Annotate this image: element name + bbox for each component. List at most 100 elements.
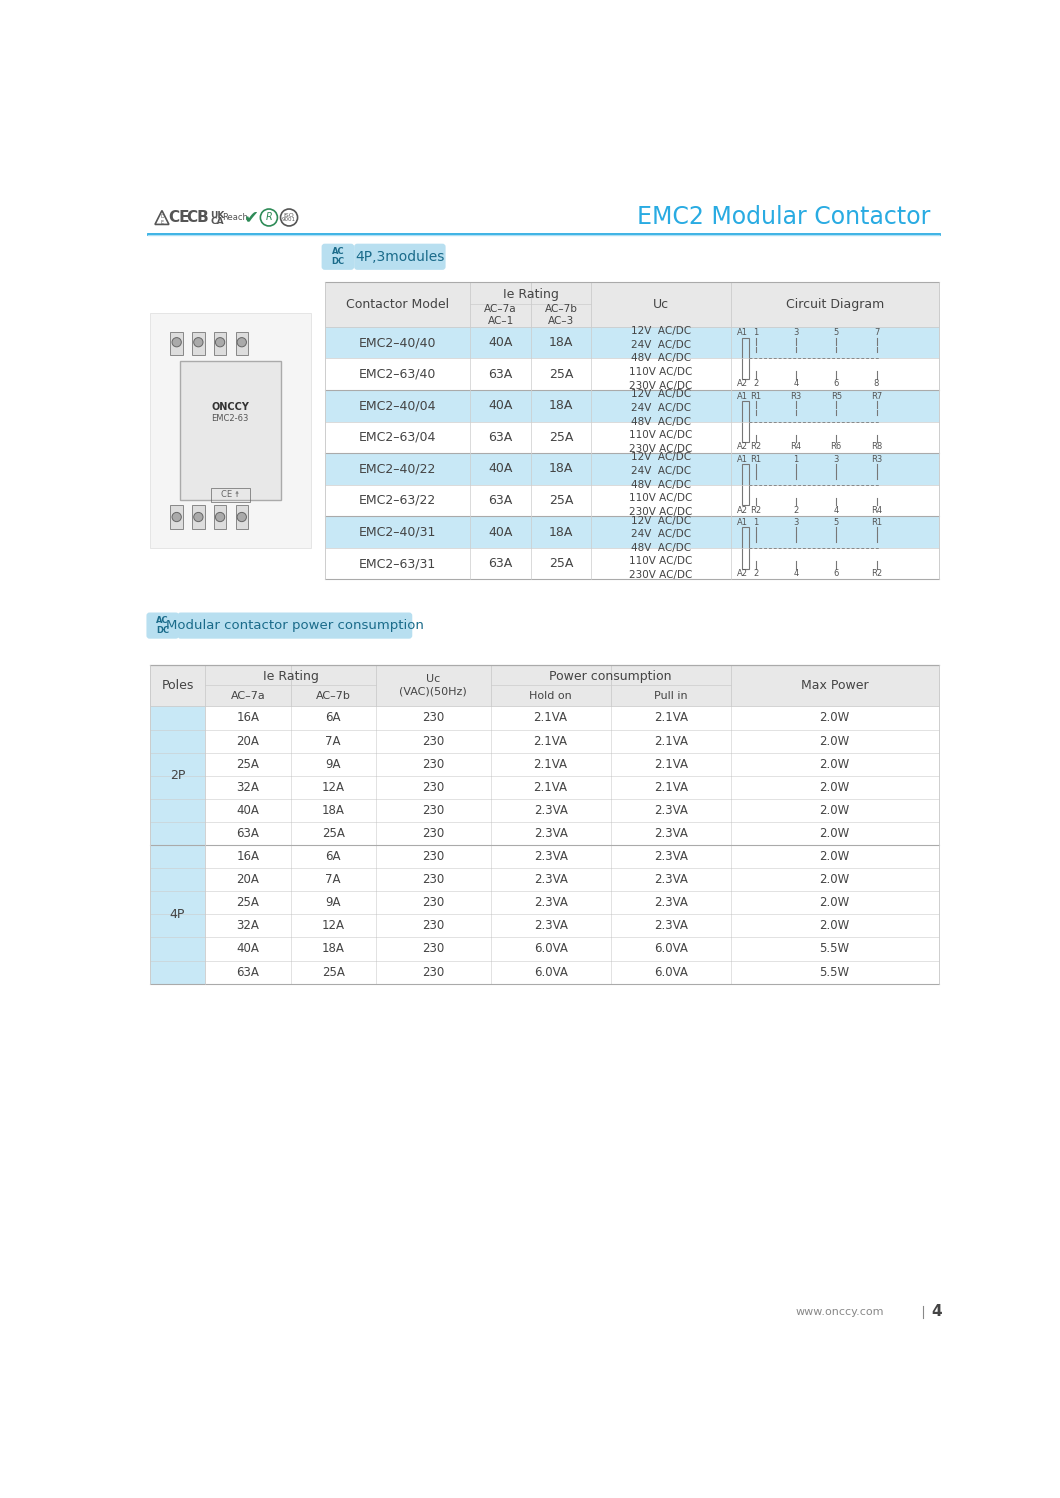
Text: 2: 2	[753, 569, 758, 578]
Text: 2.0W: 2.0W	[819, 712, 850, 725]
Text: 230: 230	[422, 758, 444, 770]
Text: 5.5W: 5.5W	[819, 942, 850, 956]
Text: 9001: 9001	[282, 217, 296, 222]
Text: 2.3VA: 2.3VA	[654, 896, 688, 909]
Text: 2.1VA: 2.1VA	[533, 758, 567, 770]
Text: 6: 6	[833, 379, 838, 388]
Text: Modular contactor power consumption: Modular contactor power consumption	[166, 619, 424, 632]
Text: 18A: 18A	[549, 463, 573, 475]
Text: 25A: 25A	[322, 966, 344, 978]
Bar	[149, 960, 938, 984]
Text: Uc: Uc	[653, 298, 669, 312]
Text: 6.0VA: 6.0VA	[654, 966, 688, 978]
Text: 4: 4	[932, 1305, 942, 1320]
Text: Circuit Diagram: Circuit Diagram	[785, 298, 884, 312]
Text: 18A: 18A	[549, 336, 573, 349]
Bar	[742, 401, 749, 442]
Text: 2.1VA: 2.1VA	[533, 712, 567, 725]
Text: 18A: 18A	[322, 942, 344, 956]
Text: 40A: 40A	[489, 336, 513, 349]
Bar	[149, 730, 938, 752]
Bar	[149, 707, 206, 845]
Text: A2: A2	[737, 442, 748, 451]
Text: 63A: 63A	[489, 557, 513, 571]
Text: 40A: 40A	[236, 942, 260, 956]
Text: CE: CE	[169, 210, 190, 225]
Bar	[149, 707, 938, 730]
Text: 20A: 20A	[236, 873, 260, 887]
Text: R8: R8	[871, 442, 882, 451]
Bar	[235, 505, 248, 529]
Bar	[149, 752, 938, 776]
Text: Hold on: Hold on	[529, 691, 572, 701]
Text: EMC2-63: EMC2-63	[211, 415, 249, 424]
Text: 2.1VA: 2.1VA	[654, 712, 688, 725]
Text: 2.0W: 2.0W	[819, 827, 850, 840]
Bar	[742, 527, 749, 569]
Text: 40A: 40A	[489, 463, 513, 475]
Text: AC
DC: AC DC	[156, 616, 170, 635]
Bar	[324, 327, 938, 358]
Text: AC–7b: AC–7b	[316, 691, 351, 701]
Text: 25A: 25A	[549, 431, 573, 443]
Text: 9A: 9A	[325, 758, 341, 770]
Text: R3: R3	[871, 455, 882, 464]
Text: 12A: 12A	[322, 920, 344, 932]
Text: CA: CA	[211, 217, 225, 226]
Text: R1: R1	[750, 455, 761, 464]
Text: CE ☨: CE ☨	[220, 490, 240, 499]
Text: 3: 3	[833, 455, 838, 464]
Bar	[149, 891, 938, 914]
Text: 40A: 40A	[236, 804, 260, 816]
Text: A2: A2	[737, 569, 748, 578]
Text: 6A: 6A	[325, 849, 341, 863]
Text: 63A: 63A	[236, 827, 260, 840]
Text: EMC2–40/04: EMC2–40/04	[358, 400, 437, 412]
Text: R2: R2	[871, 569, 882, 578]
FancyBboxPatch shape	[146, 613, 179, 638]
Text: 230: 230	[422, 920, 444, 932]
Text: Max Power: Max Power	[801, 679, 868, 692]
Bar	[171, 333, 183, 355]
Text: 3: 3	[793, 328, 798, 337]
Text: 2.1VA: 2.1VA	[533, 780, 567, 794]
Text: 25A: 25A	[549, 367, 573, 380]
Text: Ie Rating: Ie Rating	[263, 670, 319, 683]
Bar	[211, 488, 249, 502]
FancyBboxPatch shape	[321, 244, 354, 270]
Text: 230: 230	[422, 873, 444, 887]
Text: 12V  AC/DC
24V  AC/DC
48V  AC/DC
110V AC/DC
230V AC/DC: 12V AC/DC 24V AC/DC 48V AC/DC 110V AC/DC…	[630, 327, 693, 391]
Text: AC
DC: AC DC	[332, 247, 344, 267]
Text: 2.3VA: 2.3VA	[654, 827, 688, 840]
Text: ✔: ✔	[244, 208, 260, 226]
Bar	[149, 313, 311, 548]
Text: AC–7a: AC–7a	[231, 691, 265, 701]
Text: R1: R1	[871, 518, 882, 527]
Text: R: R	[265, 213, 272, 223]
Text: 12V  AC/DC
24V  AC/DC
48V  AC/DC
110V AC/DC
230V AC/DC: 12V AC/DC 24V AC/DC 48V AC/DC 110V AC/DC…	[630, 452, 693, 517]
Text: R7: R7	[871, 391, 882, 400]
Text: EMC2–63/40: EMC2–63/40	[359, 367, 437, 380]
Circle shape	[194, 512, 204, 521]
Text: 16A: 16A	[236, 849, 260, 863]
Text: 12V  AC/DC
24V  AC/DC
48V  AC/DC
110V AC/DC
230V AC/DC: 12V AC/DC 24V AC/DC 48V AC/DC 110V AC/DC…	[630, 515, 693, 580]
Text: 40A: 40A	[489, 400, 513, 412]
Text: CB: CB	[187, 210, 209, 225]
Text: 2.1VA: 2.1VA	[654, 734, 688, 748]
Text: 18A: 18A	[549, 400, 573, 412]
Text: 6: 6	[833, 569, 838, 578]
Circle shape	[194, 337, 204, 348]
Text: Reach: Reach	[222, 213, 248, 222]
Bar	[235, 333, 248, 355]
Text: Contactor Model: Contactor Model	[346, 298, 449, 312]
Bar	[324, 421, 938, 452]
Text: 20A: 20A	[236, 734, 260, 748]
Text: 2.3VA: 2.3VA	[654, 920, 688, 932]
Text: 2: 2	[753, 379, 758, 388]
Text: R6: R6	[831, 442, 842, 451]
Text: 2.3VA: 2.3VA	[654, 873, 688, 887]
Text: EMC2–40/40: EMC2–40/40	[358, 336, 437, 349]
Text: 230: 230	[422, 849, 444, 863]
Text: 230: 230	[422, 942, 444, 956]
Bar	[149, 665, 938, 707]
